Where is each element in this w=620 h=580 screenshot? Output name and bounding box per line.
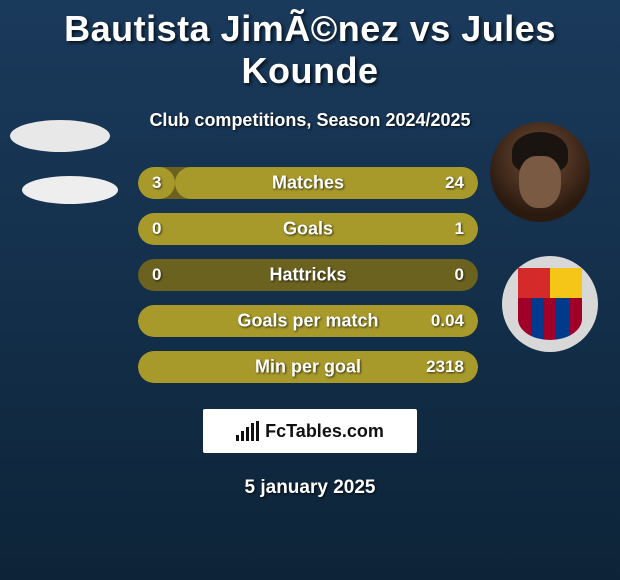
stat-label: Goals bbox=[283, 219, 333, 240]
crest-stripe bbox=[556, 298, 569, 340]
stat-value-left: 0 bbox=[152, 219, 161, 239]
stat-row: 3 24 Matches bbox=[138, 167, 478, 199]
stat-value-right: 1 bbox=[455, 219, 464, 239]
stat-value-right: 0.04 bbox=[431, 311, 464, 331]
stat-row: 0 1 Goals bbox=[138, 213, 478, 245]
crest-top-right bbox=[550, 268, 582, 298]
avatar-face bbox=[519, 156, 561, 208]
player-right-avatar bbox=[490, 122, 590, 222]
stat-value-left: 0 bbox=[152, 265, 161, 285]
crest-stripe bbox=[531, 298, 544, 340]
stat-value-right: 2318 bbox=[426, 357, 464, 377]
stat-row: 2318 Min per goal bbox=[138, 351, 478, 383]
player-left-avatar bbox=[10, 120, 110, 152]
crest-stripe bbox=[518, 298, 531, 340]
stat-value-right: 24 bbox=[445, 173, 464, 193]
page-title: Bautista JimÃ©nez vs Jules Kounde bbox=[0, 0, 620, 92]
crest-top-left bbox=[518, 268, 550, 298]
stat-value-left: 3 bbox=[152, 173, 161, 193]
stat-label: Min per goal bbox=[255, 357, 361, 378]
crest-stripes bbox=[518, 298, 582, 340]
brand-text: FcTables.com bbox=[265, 421, 384, 442]
club-right-logo bbox=[502, 256, 598, 352]
brand-bars-icon bbox=[236, 421, 259, 441]
crest-stripe bbox=[544, 298, 557, 340]
stat-label: Hattricks bbox=[269, 265, 346, 286]
date-text: 5 january 2025 bbox=[0, 477, 620, 499]
stat-value-right: 0 bbox=[455, 265, 464, 285]
comparison-card: Bautista JimÃ©nez vs Jules Kounde Club c… bbox=[0, 0, 620, 580]
club-left-logo bbox=[22, 176, 118, 204]
stat-label: Matches bbox=[272, 173, 344, 194]
stat-label: Goals per match bbox=[237, 311, 378, 332]
crest-stripe bbox=[569, 298, 582, 340]
stat-row: 0.04 Goals per match bbox=[138, 305, 478, 337]
barca-crest-icon bbox=[518, 268, 582, 340]
stat-row: 0 0 Hattricks bbox=[138, 259, 478, 291]
brand-badge: FcTables.com bbox=[203, 409, 417, 453]
